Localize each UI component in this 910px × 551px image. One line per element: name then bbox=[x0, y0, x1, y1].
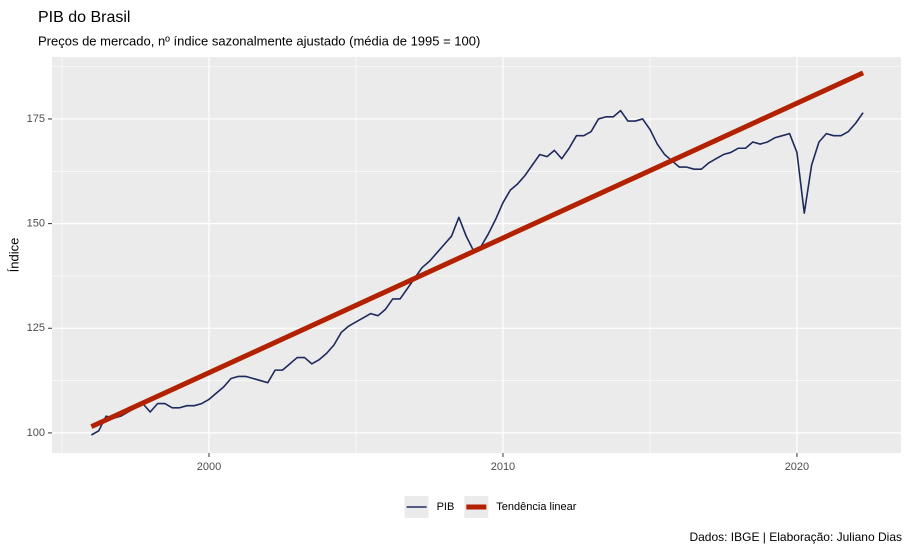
legend-label: PIB bbox=[437, 501, 455, 513]
y-tick-label: 125 bbox=[27, 322, 45, 334]
legend-label: Tendência linear bbox=[496, 501, 576, 513]
chart-title: PIB do Brasil bbox=[38, 9, 130, 26]
x-tick-label: 2010 bbox=[491, 461, 515, 473]
caption: Dados: IBGE | Elaboração: Juliano Dias bbox=[689, 530, 902, 544]
y-tick-label: 100 bbox=[27, 427, 45, 439]
y-tick-label: 175 bbox=[27, 113, 45, 125]
series-line bbox=[90, 70, 865, 429]
y-axis-label: Índice bbox=[6, 238, 21, 273]
x-tick-label: 2000 bbox=[197, 461, 221, 473]
x-tick-label: 2020 bbox=[785, 461, 809, 473]
chart-subtitle: Preços de mercado, nº índice sazonalment… bbox=[38, 33, 480, 48]
y-tick-label: 150 bbox=[27, 218, 45, 230]
